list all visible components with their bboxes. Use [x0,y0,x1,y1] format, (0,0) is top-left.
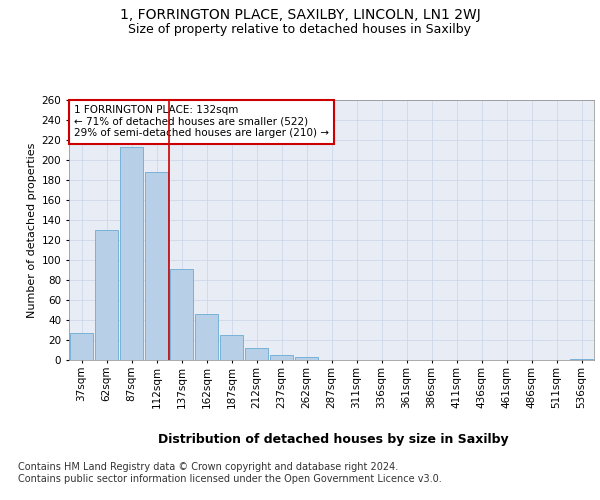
Y-axis label: Number of detached properties: Number of detached properties [28,142,37,318]
Text: Size of property relative to detached houses in Saxilby: Size of property relative to detached ho… [128,22,472,36]
Bar [119,147,143,360]
Bar [269,355,293,360]
Text: 1 FORRINGTON PLACE: 132sqm
← 71% of detached houses are smaller (522)
29% of sem: 1 FORRINGTON PLACE: 132sqm ← 71% of deta… [74,105,329,138]
Bar [245,348,268,360]
Bar [194,314,218,360]
Text: Distribution of detached houses by size in Saxilby: Distribution of detached houses by size … [158,432,508,446]
Bar [220,335,244,360]
Bar [569,359,593,360]
Bar [95,230,118,360]
Bar [170,269,193,360]
Text: 1, FORRINGTON PLACE, SAXILBY, LINCOLN, LN1 2WJ: 1, FORRINGTON PLACE, SAXILBY, LINCOLN, L… [119,8,481,22]
Text: Contains HM Land Registry data © Crown copyright and database right 2024.
Contai: Contains HM Land Registry data © Crown c… [18,462,442,484]
Bar [295,357,319,360]
Bar [145,172,169,360]
Bar [70,333,94,360]
